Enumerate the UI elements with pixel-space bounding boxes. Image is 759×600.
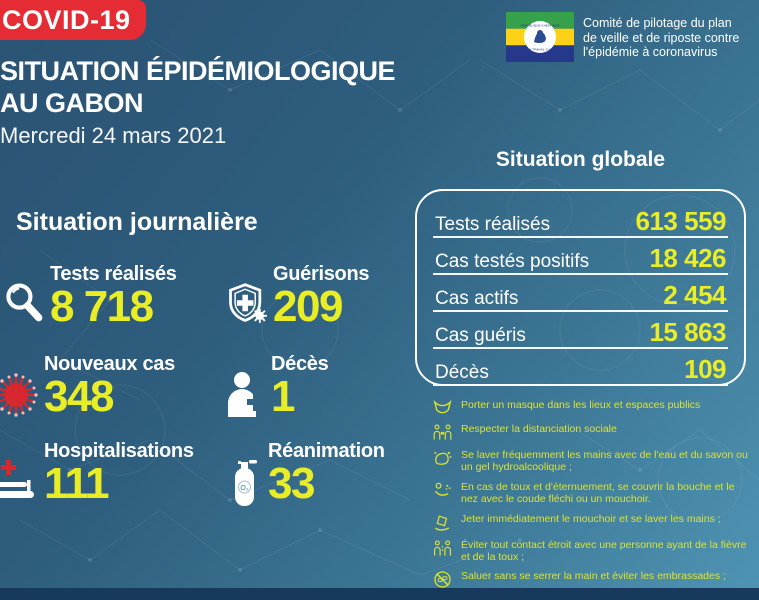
magnifier-icon bbox=[6, 283, 43, 322]
row-value: 15 863 bbox=[649, 317, 726, 347]
row-value: 18 426 bbox=[649, 243, 726, 273]
row-label: Cas testés positifs bbox=[435, 251, 590, 272]
oxygen-tank-icon: O₂ bbox=[235, 460, 257, 506]
seal-bottom-text: UNION-TRAVAIL-JUSTICE bbox=[521, 48, 558, 52]
stat-value: 8 718 bbox=[50, 282, 154, 331]
table-row: Cas testés positifs 18 426 bbox=[433, 238, 728, 275]
committee-line-1: Comité de pilotage du plan bbox=[583, 16, 732, 30]
advice-text: Respecter la distanciation sociale bbox=[461, 423, 617, 435]
covid-banner-label: COVID-19 bbox=[2, 4, 131, 35]
avoid-contact-icon bbox=[433, 539, 452, 556]
virus-icon bbox=[0, 373, 38, 417]
row-value: 613 559 bbox=[635, 206, 727, 236]
seal-top-text: REPUBLIQUE GABONAISE bbox=[520, 24, 559, 28]
advice-text: Saluer sans se serrer la main et éviter … bbox=[461, 570, 726, 583]
shield-cross-icon bbox=[229, 283, 268, 324]
advice-text: Jeter immédiatement le mouchoir et se la… bbox=[461, 512, 721, 525]
stat-reanimation: O₂ Réanimation 33 bbox=[228, 440, 385, 508]
advice-text: Éviter tout contact étroit avec une pers… bbox=[461, 538, 747, 563]
stat-label: Hospitalisations bbox=[44, 440, 194, 462]
stat-guerisons: Guérisons 209 bbox=[225, 263, 370, 331]
global-stats-table: Tests réalisés 613 559 Cas testés positi… bbox=[415, 189, 746, 386]
stat-hospitalisations: Hospitalisations 111 bbox=[0, 440, 194, 505]
advice-item: Saluer sans se serrer la main et éviter … bbox=[433, 570, 749, 589]
advice-item: Porter un masque dans les lieux et espac… bbox=[433, 399, 749, 416]
advice-text: Se laver fréquemment les mains avec de l… bbox=[461, 449, 748, 474]
stat-deces: Décès 1 bbox=[225, 353, 329, 421]
mask-icon bbox=[433, 399, 452, 414]
row-label: Tests réalisés bbox=[435, 214, 551, 235]
tissue-icon bbox=[434, 514, 450, 531]
title-block: SITUATION ÉPIDÉMIOLOGIQUE AU GABON Mercr… bbox=[0, 56, 396, 149]
table-row: Cas actifs 2 454 bbox=[433, 275, 728, 312]
advice-item: Éviter tout contact étroit avec une pers… bbox=[433, 539, 749, 564]
advice-text: En cas de toux et d'éternuement, se couv… bbox=[461, 480, 735, 506]
footer-band bbox=[0, 588, 759, 600]
cough-elbow-icon bbox=[434, 482, 451, 496]
advice-item: Respecter la distanciation sociale bbox=[433, 423, 749, 442]
advice-list: Porter un masque dans les lieux et espac… bbox=[433, 399, 749, 600]
stat-tests-realises: Tests réalisés 8 718 bbox=[2, 263, 177, 328]
committee-text: Comité de pilotage du plan de veille et … bbox=[583, 12, 739, 62]
table-row: Cas guéris 15 863 bbox=[433, 312, 728, 349]
global-section-title: Situation globale bbox=[495, 148, 666, 171]
row-label: Décès bbox=[435, 362, 489, 383]
stat-label: Guérisons bbox=[273, 263, 370, 285]
stat-nouveaux-cas: Nouveaux cas 348 bbox=[0, 353, 175, 419]
row-value: 109 bbox=[684, 354, 726, 384]
table-row: Décès 109 bbox=[433, 349, 728, 386]
advice-text: Porter un masque dans les lieux et espac… bbox=[461, 399, 701, 411]
advice-item: Jeter immédiatement le mouchoir et se la… bbox=[433, 513, 749, 532]
committee-block: REPUBLIQUE GABONAISE UNION-TRAVAIL-JUSTI… bbox=[506, 12, 739, 62]
wash-hands-icon bbox=[434, 451, 452, 465]
stat-value: 209 bbox=[273, 282, 343, 331]
gabon-flag-logo: REPUBLIQUE GABONAISE UNION-TRAVAIL-JUSTI… bbox=[506, 12, 574, 62]
page-title-line1: SITUATION ÉPIDÉMIOLOGIQUE bbox=[0, 56, 396, 86]
stat-label: Réanimation bbox=[268, 440, 385, 462]
social-distance-icon bbox=[433, 424, 452, 440]
daily-section-title: Situation journalière bbox=[16, 208, 258, 236]
advice-item: En cas de toux et d'éternuement, se couv… bbox=[433, 481, 749, 506]
report-date: Mercredi 24 mars 2021 bbox=[0, 123, 227, 149]
committee-line-2: de veille et de riposte contre bbox=[583, 30, 740, 45]
stat-value: 33 bbox=[268, 459, 315, 508]
stat-label: Nouveaux cas bbox=[44, 353, 175, 375]
covid-banner: COVID-19 bbox=[0, 0, 146, 40]
row-value: 2 454 bbox=[663, 280, 726, 310]
advice-item: Se laver fréquemment les mains avec de l… bbox=[433, 449, 749, 474]
committee-line-3: l'épidémie à coronavirus bbox=[583, 45, 718, 59]
person-cross-icon bbox=[225, 371, 267, 417]
stat-value: 348 bbox=[44, 372, 114, 421]
stat-value: 111 bbox=[44, 459, 110, 508]
hospital-bed-icon bbox=[0, 460, 34, 498]
stat-value: 1 bbox=[271, 372, 295, 421]
oxygen-label: O₂ bbox=[240, 485, 248, 492]
page-title-line2: AU GABON bbox=[0, 87, 144, 118]
row-label: Cas guéris bbox=[435, 325, 526, 346]
row-label: Cas actifs bbox=[435, 288, 519, 309]
no-handshake-icon bbox=[434, 571, 451, 588]
table-row: Tests réalisés 613 559 bbox=[433, 201, 728, 238]
stat-label: Décès bbox=[271, 353, 329, 375]
stat-label: Tests réalisés bbox=[50, 263, 177, 285]
seal-emblem bbox=[534, 32, 546, 43]
